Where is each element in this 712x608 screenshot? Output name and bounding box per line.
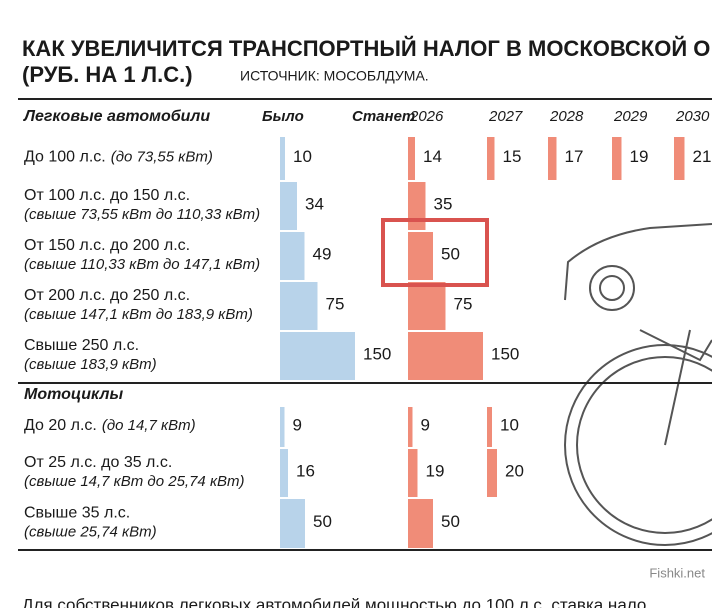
value-label: 19: [630, 147, 649, 166]
value-label: 20: [505, 461, 524, 480]
sub: (до 14,7 кВт): [102, 417, 196, 434]
bar: [408, 182, 426, 230]
value-label: 10: [500, 415, 519, 434]
watermark: Fishki.net: [649, 565, 705, 580]
value-label: 16: [296, 461, 315, 480]
bar: [408, 499, 433, 548]
bar: [280, 137, 285, 180]
bar: [408, 449, 418, 497]
value-label: 21: [693, 147, 712, 166]
col-year: 2029: [613, 108, 648, 125]
row-label: До 20 л.с. (до 14,7 кВт): [24, 417, 196, 434]
bar: [487, 137, 495, 180]
bar: [408, 407, 413, 447]
row-sub: (свыше 73,55 кВт до 110,33 кВт): [24, 206, 260, 223]
value-label: 15: [503, 147, 522, 166]
row-label: От 25 л.с. до 35 л.с.: [24, 454, 172, 471]
row-sub: (свыше 183,9 кВт): [24, 356, 157, 373]
value-label: 75: [454, 294, 473, 313]
value-label: 9: [421, 415, 430, 434]
section-title: Мотоциклы: [24, 386, 123, 403]
bar: [612, 137, 622, 180]
bar: [280, 499, 305, 548]
row-sub: (свыше 25,74 кВт): [24, 523, 157, 540]
subtitle: (РУБ. НА 1 Л.С.): [22, 62, 193, 87]
footer: Для собственников легковых автомобилей м…: [22, 595, 646, 608]
car-wheel-hub: [599, 275, 625, 301]
value-label: 50: [441, 512, 460, 531]
row-sub: (свыше 110,33 кВт до 147,1 кВт): [24, 256, 260, 273]
row-sub: (свыше 14,7 кВт до 25,74 кВт): [24, 473, 245, 490]
col-year: 2030: [675, 108, 710, 125]
row-label: От 200 л.с. до 250 л.с.: [24, 287, 190, 304]
value-label: 50: [441, 244, 460, 263]
value-label: 9: [293, 415, 302, 434]
title: КАК УВЕЛИЧИТСЯ ТРАНСПОРТНЫЙ НАЛОГ В МОСК…: [22, 36, 710, 61]
bar: [280, 232, 305, 280]
bar: [280, 449, 288, 497]
bar: [280, 332, 355, 380]
value-label: 49: [313, 244, 332, 263]
bar: [280, 182, 297, 230]
vehicle-art: [564, 223, 712, 546]
value-label: 50: [313, 512, 332, 531]
row-label: Свыше 250 л.с.: [24, 337, 139, 354]
value-label: 19: [426, 461, 445, 480]
row-label: От 150 л.с. до 200 л.с.: [24, 237, 190, 254]
row-label: От 100 л.с. до 150 л.с.: [24, 187, 190, 204]
highlight: [381, 218, 489, 287]
col-will: Станет: [352, 108, 415, 125]
value-label: 14: [423, 147, 442, 166]
bar: [487, 449, 497, 497]
bar: [280, 282, 318, 330]
bar: [408, 137, 415, 180]
col-was: Было: [262, 108, 304, 125]
bar: [548, 137, 557, 180]
sub: (до 73,55 кВт): [111, 148, 213, 165]
bar: [674, 137, 685, 180]
value-label: 35: [434, 194, 453, 213]
value-label: 34: [305, 194, 324, 213]
car-outline: [564, 223, 712, 301]
moto-tire: [576, 356, 712, 534]
value-label: 150: [363, 344, 391, 363]
car-wheel: [589, 265, 635, 311]
bar: [408, 282, 446, 330]
label: До 100 л.с.: [24, 149, 106, 166]
col-year: 2026: [409, 108, 444, 125]
bar: [408, 332, 483, 380]
value-label: 17: [565, 147, 584, 166]
moto-wheel: [564, 344, 712, 546]
row-sub: (свыше 147,1 кВт до 183,9 кВт): [24, 306, 253, 323]
bar: [487, 407, 492, 447]
bar: [408, 232, 433, 280]
value-label: 75: [326, 294, 345, 313]
col-year: 2028: [549, 108, 584, 125]
source: ИСТОЧНИК: МОСОБЛДУМА.: [240, 68, 429, 84]
section-title: Легковые автомобили: [23, 108, 210, 125]
row-label: До 100 л.с. (до 73,55 кВт): [24, 148, 213, 165]
value-label: 10: [293, 147, 312, 166]
value-label: 150: [491, 344, 519, 363]
row-label: Свыше 35 л.с.: [24, 505, 130, 522]
moto-fork: [639, 329, 712, 446]
col-year: 2027: [488, 108, 523, 125]
bar: [280, 407, 285, 447]
label: До 20 л.с.: [24, 417, 97, 434]
